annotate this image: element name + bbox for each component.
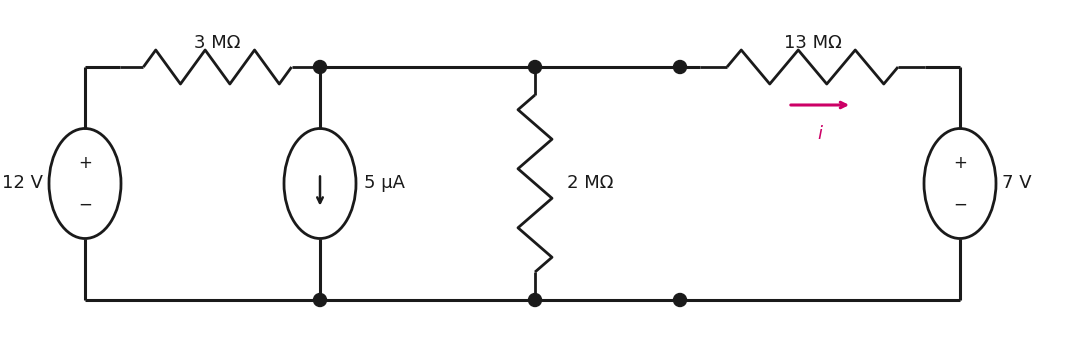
- Text: −: −: [78, 196, 92, 213]
- Text: −: −: [953, 196, 967, 213]
- Text: 2 MΩ: 2 MΩ: [567, 174, 613, 193]
- Circle shape: [314, 61, 326, 74]
- Text: 7 V: 7 V: [1002, 174, 1031, 193]
- Circle shape: [529, 293, 541, 306]
- Text: +: +: [953, 154, 967, 171]
- Circle shape: [314, 293, 326, 306]
- Text: 5 μA: 5 μA: [364, 174, 406, 193]
- Circle shape: [673, 61, 687, 74]
- Text: +: +: [78, 154, 92, 171]
- Text: i: i: [817, 125, 823, 143]
- Circle shape: [529, 61, 541, 74]
- Text: 13 MΩ: 13 MΩ: [783, 34, 841, 52]
- Circle shape: [673, 293, 687, 306]
- Text: 3 MΩ: 3 MΩ: [195, 34, 241, 52]
- Text: 12 V: 12 V: [2, 174, 43, 193]
